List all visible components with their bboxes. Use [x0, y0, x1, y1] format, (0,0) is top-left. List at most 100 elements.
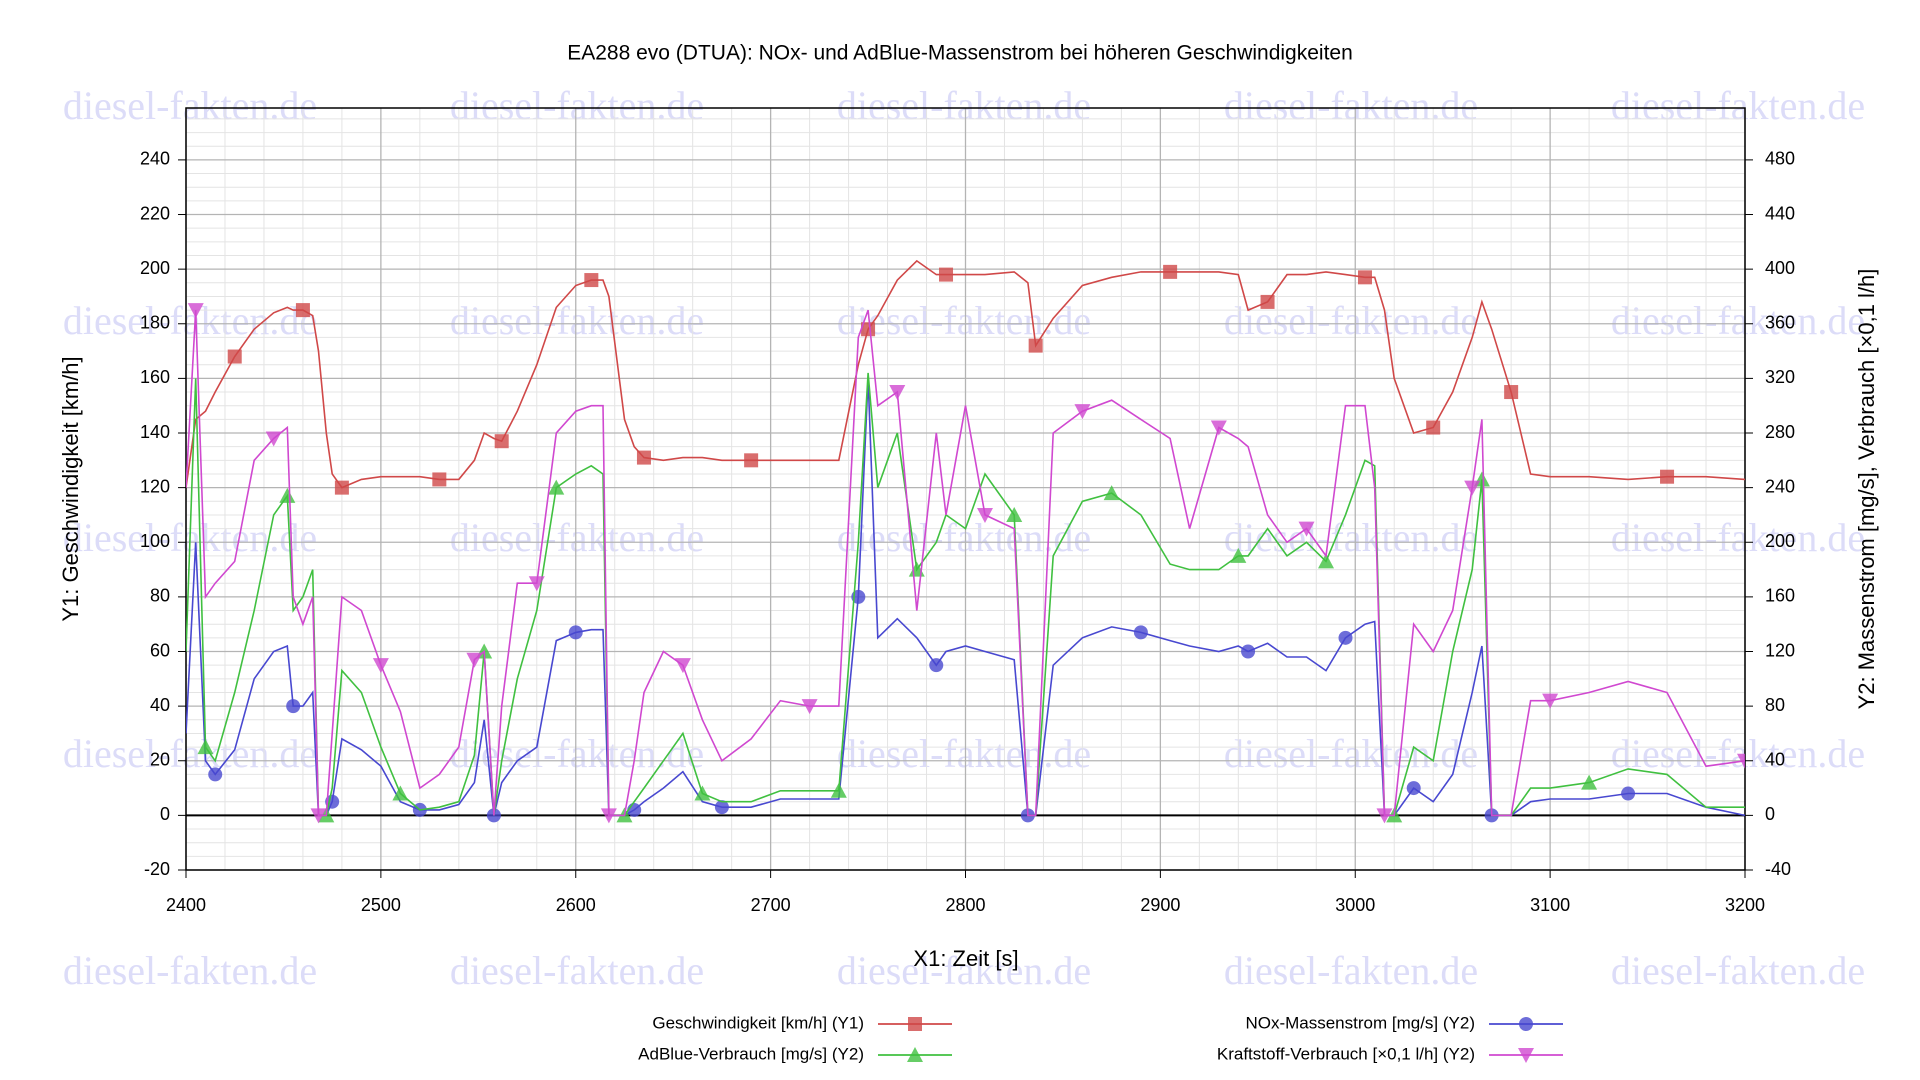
y2-tick-label: -40 [1765, 859, 1791, 879]
y2-tick-label: 120 [1765, 640, 1795, 660]
marker [801, 699, 818, 715]
watermark: diesel-fakten.de [837, 83, 1091, 128]
marker [295, 303, 310, 318]
y2-tick-label: 440 [1765, 203, 1795, 223]
marker [265, 431, 282, 447]
marker [1504, 385, 1519, 400]
watermark: diesel-fakten.de [837, 948, 1091, 993]
marker [1241, 644, 1256, 659]
watermark: diesel-fakten.de [450, 948, 704, 993]
y-axis-label: Y1: Geschwindigkeit [km/h] [58, 356, 83, 621]
watermark: diesel-fakten.de [1611, 515, 1865, 560]
marker [636, 450, 651, 465]
y-tick-label: 180 [140, 313, 170, 333]
y-tick-label: 160 [140, 367, 170, 387]
marker [1318, 553, 1335, 569]
watermark: diesel-fakten.de [450, 731, 704, 776]
watermark: diesel-fakten.de [63, 83, 317, 128]
x-tick-label: 3100 [1530, 895, 1570, 915]
marker [908, 1017, 922, 1031]
marker [197, 739, 214, 755]
y-tick-label: 220 [140, 203, 170, 223]
x-tick-label: 2400 [166, 895, 206, 915]
y2-tick-label: 40 [1765, 750, 1785, 770]
marker [1230, 547, 1247, 563]
marker [187, 303, 204, 319]
marker [1298, 521, 1315, 537]
chart-title: EA288 evo (DTUA): NOx- und AdBlue-Massen… [567, 42, 1353, 65]
legend-item: Geschwindigkeit [km/h] (Y1) [652, 1013, 952, 1032]
marker [889, 385, 906, 401]
marker [1133, 625, 1148, 640]
watermark: diesel-fakten.de [1224, 83, 1478, 128]
legend-label: Kraftstoff-Verbrauch [×0,1 l/h] (Y2) [1217, 1044, 1475, 1063]
marker [830, 782, 847, 798]
y2-tick-label: 200 [1765, 531, 1795, 551]
marker [334, 480, 349, 495]
marker [1621, 786, 1636, 801]
y-tick-label: -20 [144, 859, 170, 879]
watermark: diesel-fakten.de [63, 948, 317, 993]
y-tick-label: 140 [140, 422, 170, 442]
y2-tick-label: 320 [1765, 367, 1795, 387]
marker [1163, 264, 1178, 279]
watermarks: diesel-fakten.de diesel-fakten.de diesel-f… [63, 83, 1865, 993]
y-tick-label: 100 [140, 531, 170, 551]
legend-item: NOx-Massenstrom [mg/s] (Y2) [1245, 1013, 1563, 1032]
marker [286, 699, 301, 714]
marker [929, 658, 944, 673]
y-tick-label: 120 [140, 476, 170, 496]
marker [1406, 781, 1421, 796]
marker [674, 658, 691, 674]
marker [1103, 485, 1120, 501]
watermark: diesel-fakten.de [837, 298, 1091, 343]
y-tick-label: 20 [150, 750, 170, 770]
y-tick-label: 40 [150, 695, 170, 715]
watermark: diesel-fakten.de [450, 298, 704, 343]
marker [568, 625, 583, 640]
marker [548, 479, 565, 495]
y-tick-label: 0 [160, 804, 170, 824]
marker [1210, 420, 1227, 436]
marker [208, 767, 223, 782]
marker [1737, 753, 1745, 769]
legend-label: NOx-Massenstrom [mg/s] (Y2) [1245, 1013, 1475, 1032]
watermark: diesel-fakten.de [837, 731, 1091, 776]
y2-tick-label: 240 [1765, 476, 1795, 496]
y2-tick-label: 280 [1765, 422, 1795, 442]
legend-item: AdBlue-Verbrauch [mg/s] (Y2) [638, 1044, 952, 1063]
marker [372, 658, 389, 674]
watermark: diesel-fakten.de [1611, 83, 1865, 128]
y2-tick-label: 400 [1765, 258, 1795, 278]
y2-tick-label: 80 [1765, 695, 1785, 715]
marker [1338, 630, 1353, 645]
marker [1006, 506, 1023, 522]
marker [861, 322, 876, 337]
marker [600, 808, 617, 824]
marker [1357, 270, 1372, 285]
marker [466, 652, 483, 668]
marker [1464, 480, 1481, 496]
y2-tick-label: 360 [1765, 313, 1795, 333]
marker [1542, 693, 1559, 709]
marker [907, 1047, 923, 1062]
watermark: diesel-fakten.de [1611, 948, 1865, 993]
y-tick-label: 200 [140, 258, 170, 278]
legend-item: Kraftstoff-Verbrauch [×0,1 l/h] (Y2) [1217, 1044, 1563, 1063]
watermark: diesel-fakten.de [1224, 515, 1478, 560]
marker [1426, 420, 1441, 435]
x-tick-label: 2800 [945, 895, 985, 915]
y2-tick-label: 0 [1765, 804, 1775, 824]
x-tick-label: 3200 [1725, 895, 1765, 915]
x-tick-label: 2700 [751, 895, 791, 915]
watermark: diesel-fakten.de [63, 731, 317, 776]
marker [310, 808, 327, 824]
marker [392, 785, 409, 801]
y-tick-label: 80 [150, 586, 170, 606]
legend-label: Geschwindigkeit [km/h] (Y1) [652, 1013, 864, 1032]
marker [1260, 294, 1275, 309]
y2-axis-label: Y2: Massenstrom [mg/s], Verbrauch [×0,1 … [1854, 269, 1879, 710]
marker [584, 273, 599, 288]
marker [1581, 774, 1598, 790]
